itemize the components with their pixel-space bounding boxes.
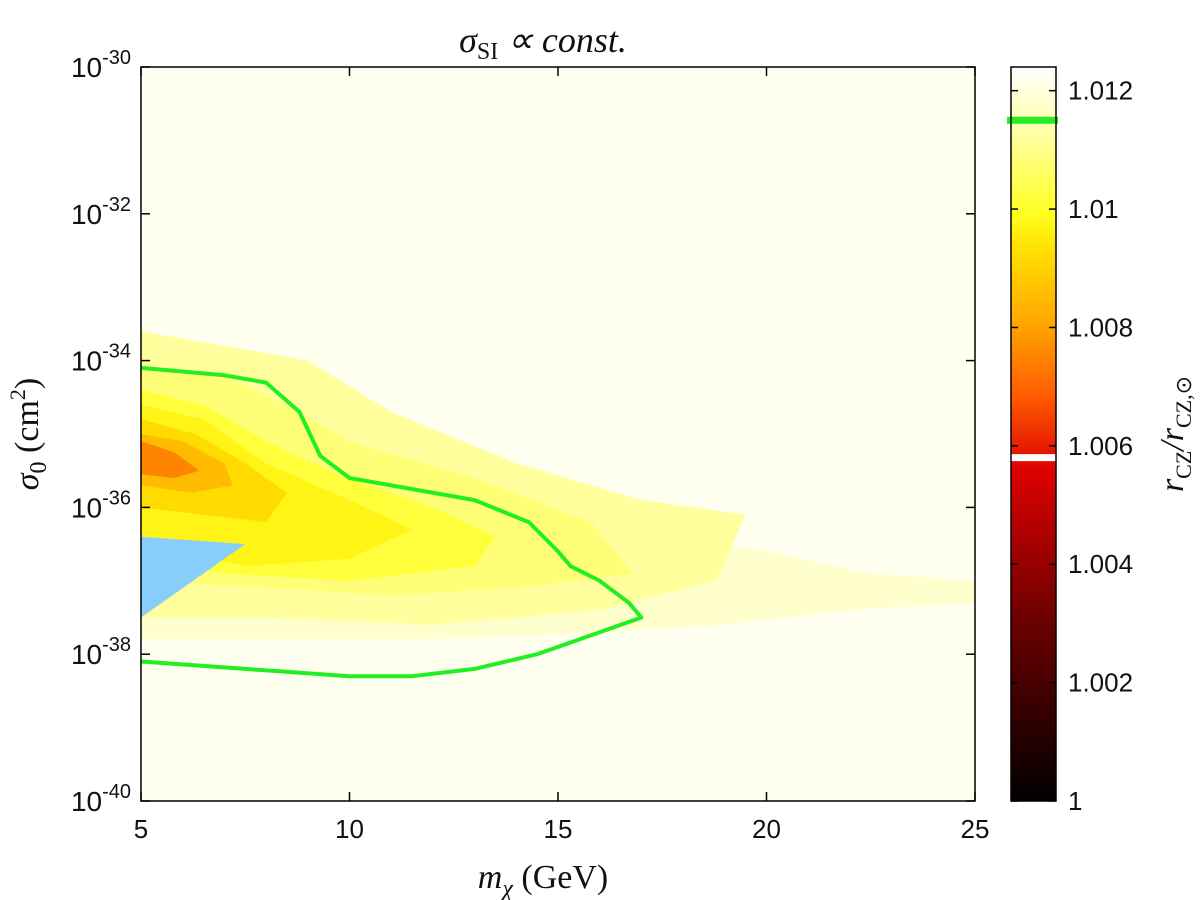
- contour-line: [140, 365, 644, 679]
- x-tick-label: 10: [335, 814, 364, 844]
- ylabel-rest: (cm: [9, 400, 46, 461]
- y-axis-title: σ0 (cm2): [5, 378, 52, 490]
- x-axis-title: mχ (GeV): [478, 859, 608, 900]
- ylabel-superscript: 2: [5, 389, 30, 400]
- cbar-label-slash: /: [1154, 438, 1191, 453]
- y-tick-label: 10-38: [71, 634, 131, 670]
- title-rest: ∝ const.: [498, 20, 627, 60]
- x-tick-label: 20: [752, 814, 781, 844]
- colorbar: 1.012 1.01 1.008 1.006 1.004 1.002 1: [1007, 66, 1133, 816]
- y-tick-label: 10-36: [71, 487, 131, 523]
- y-axis-ticks: 10-30 10-32 10-34 10-36 10-38 10-40: [71, 47, 975, 817]
- colorbar-label: rCZ/rCZ,⊙: [1154, 376, 1196, 492]
- colorbar-frame: [1010, 66, 1057, 802]
- y-tick-label: 10-34: [71, 341, 131, 377]
- filled-contours: [141, 331, 975, 640]
- x-axis-ticks: 5 10 15 20 25: [134, 67, 990, 844]
- ylabel-subscript: 0: [26, 461, 52, 473]
- cbar-label-sub2: CZ,⊙: [1171, 376, 1196, 428]
- colorbar-ticks: 1.012 1.01 1.008 1.006 1.004 1.002 1: [1011, 76, 1133, 816]
- colorbar-tick-label: 1.004: [1068, 549, 1133, 579]
- colorbar-tick-label: 1.01: [1068, 194, 1119, 224]
- cbar-label-r2: r: [1154, 427, 1191, 441]
- xlabel-rest: (GeV): [513, 859, 608, 896]
- colorbar-tick-label: 1: [1068, 786, 1082, 816]
- xlabel-m: m: [478, 859, 503, 896]
- ylabel-sigma: σ: [9, 472, 46, 490]
- y-tick-label: 10-40: [71, 781, 131, 817]
- cbar-label-sub1: CZ: [1171, 451, 1196, 479]
- xlabel-subscript: χ: [500, 876, 514, 900]
- colorbar-tick-label: 1.006: [1068, 431, 1133, 461]
- ylabel-close: ): [9, 378, 46, 389]
- colorbar-tick-label: 1.008: [1068, 312, 1133, 342]
- plot-area: 5 10 15 20 25 10-30 10-32 10-34 10-36 10-38 10-40: [71, 47, 990, 844]
- colorbar-markers: [1007, 116, 1058, 462]
- y-tick-label: 10-32: [71, 194, 131, 230]
- colorbar-tick-label: 1.012: [1068, 76, 1133, 106]
- title-sigma: σ: [459, 20, 478, 60]
- x-tick-label: 15: [544, 814, 573, 844]
- x-tick-label: 25: [961, 814, 990, 844]
- excluded-region: [141, 536, 246, 618]
- colorbar-tick-label: 1.002: [1068, 668, 1133, 698]
- colorbar-gradient: [1011, 67, 1056, 801]
- cbar-label-r1: r: [1154, 478, 1191, 492]
- x-tick-label: 5: [134, 814, 148, 844]
- title-subscript: SI: [477, 39, 498, 65]
- contour-level-8: [141, 441, 200, 478]
- chart-title: σSI ∝ const.: [459, 20, 627, 65]
- y-tick-label: 10-30: [71, 47, 131, 83]
